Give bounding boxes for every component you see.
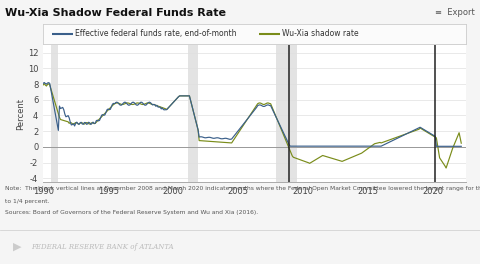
Text: Sources: Board of Governors of the Federal Reserve System and Wu and Xia (2016).: Sources: Board of Governors of the Feder… <box>5 210 258 215</box>
Bar <box>276 45 297 182</box>
Text: Wu-Xia shadow rate: Wu-Xia shadow rate <box>282 29 359 38</box>
Text: FEDERAL RESERVE BANK of ATLANTA: FEDERAL RESERVE BANK of ATLANTA <box>31 243 174 251</box>
Text: Effective federal funds rate, end-of-month: Effective federal funds rate, end-of-mon… <box>75 29 236 38</box>
Text: ▶: ▶ <box>12 242 21 252</box>
Bar <box>188 45 198 182</box>
Text: to 1/4 percent.: to 1/4 percent. <box>5 199 49 204</box>
Text: Wu-Xia Shadow Federal Funds Rate: Wu-Xia Shadow Federal Funds Rate <box>5 8 226 18</box>
Text: ≡  Export: ≡ Export <box>435 8 475 17</box>
Text: Note:  The black vertical lines at December 2008 and March 2020 indicate months : Note: The black vertical lines at Decemb… <box>5 186 480 191</box>
Bar <box>51 45 59 182</box>
Y-axis label: Percent: Percent <box>16 97 25 130</box>
